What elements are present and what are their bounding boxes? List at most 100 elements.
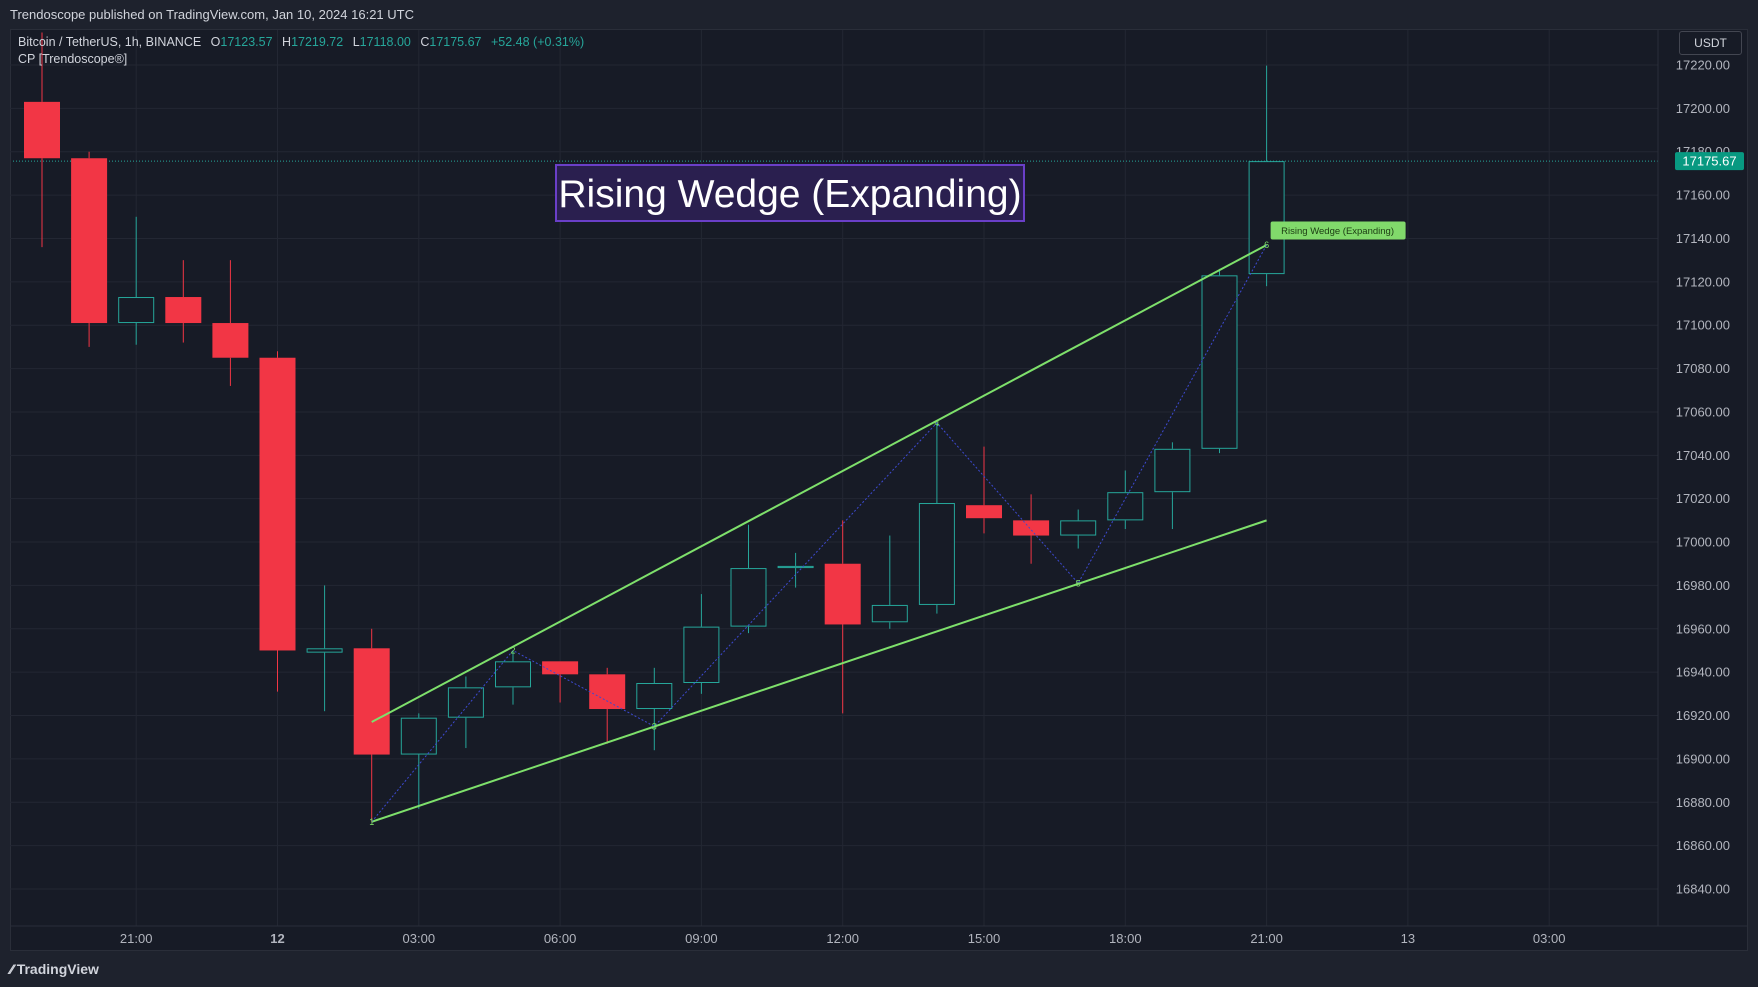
candle bbox=[871, 535, 908, 629]
y-tick-label: 17040.00 bbox=[1676, 448, 1730, 463]
pivot-label: 5 bbox=[1076, 578, 1081, 588]
candle-body bbox=[1107, 492, 1144, 521]
candle bbox=[730, 524, 767, 634]
close-label: C bbox=[420, 35, 430, 49]
y-tick-label: 16900.00 bbox=[1676, 751, 1730, 766]
y-tick-label: 16980.00 bbox=[1676, 578, 1730, 593]
wedge-upper-line bbox=[371, 244, 1268, 723]
candle bbox=[1107, 470, 1144, 530]
candle-body bbox=[71, 158, 108, 324]
candle bbox=[589, 667, 626, 744]
candle-body bbox=[918, 503, 955, 605]
candle-body bbox=[212, 323, 249, 358]
candle-body bbox=[589, 674, 626, 710]
y-tick-label: 16940.00 bbox=[1676, 665, 1730, 680]
y-tick-label: 16860.00 bbox=[1676, 838, 1730, 853]
plot-layer: 1 2 3 4 5 6 Rising Wedge (Expanding) bbox=[11, 32, 1658, 827]
ohlc-line: Bitcoin / TetherUS, 1h, BINANCE O17123.5… bbox=[18, 34, 584, 51]
candle-body bbox=[259, 357, 296, 651]
x-tick-label: 12:00 bbox=[826, 931, 859, 946]
wedge-lower-line bbox=[371, 519, 1267, 823]
y-tick-label: 17140.00 bbox=[1676, 231, 1730, 246]
candle bbox=[353, 628, 390, 822]
indicator-name[interactable]: CP [Trendoscope®] bbox=[18, 52, 128, 66]
candle-body bbox=[1013, 520, 1050, 536]
chart-legend: Bitcoin / TetherUS, 1h, BINANCE O17123.5… bbox=[18, 34, 584, 68]
current-price-label: 17175.67 bbox=[1682, 154, 1736, 169]
candle-body bbox=[353, 648, 390, 755]
pivot-label: 3 bbox=[652, 721, 657, 731]
tradingview-logo-icon: ⁄⁄ bbox=[10, 961, 14, 977]
candle bbox=[918, 422, 955, 614]
candle bbox=[400, 713, 437, 809]
change-value: +52.48 (+0.31%) bbox=[491, 35, 585, 49]
candle bbox=[824, 520, 861, 714]
candle-body bbox=[1201, 275, 1238, 449]
candle-body bbox=[542, 661, 579, 675]
y-tick-label: 17060.00 bbox=[1676, 404, 1730, 419]
candle-body bbox=[636, 683, 673, 710]
candle bbox=[165, 260, 202, 343]
pattern-label-text: Rising Wedge (Expanding) bbox=[1281, 226, 1394, 237]
candle-body bbox=[1154, 448, 1191, 493]
current-price-badge bbox=[1675, 152, 1744, 171]
brand[interactable]: ⁄⁄ TradingView bbox=[10, 961, 99, 977]
candle-body bbox=[495, 661, 531, 688]
high-value: 17219.72 bbox=[291, 35, 344, 49]
candle bbox=[24, 32, 60, 248]
candle bbox=[212, 260, 249, 386]
x-tick-label: 21:00 bbox=[1250, 931, 1283, 946]
candle-body bbox=[24, 101, 60, 159]
currency-button[interactable]: USDT bbox=[1679, 31, 1742, 55]
candle-body bbox=[118, 297, 155, 324]
candle bbox=[495, 650, 531, 705]
y-tick-label: 17020.00 bbox=[1676, 491, 1730, 506]
pattern-label-box bbox=[1270, 221, 1406, 240]
y-tick-label: 16840.00 bbox=[1676, 882, 1730, 897]
candle bbox=[1060, 509, 1097, 549]
x-tick-label: 21:00 bbox=[120, 931, 153, 946]
x-tick-label: 12 bbox=[270, 931, 284, 946]
candle bbox=[447, 676, 484, 749]
low-label: L bbox=[352, 35, 360, 49]
y-tick-label: 17160.00 bbox=[1676, 188, 1730, 203]
low-value: 17118.00 bbox=[359, 35, 411, 49]
candle-body bbox=[966, 505, 1002, 519]
x-tick-label: 03:00 bbox=[1533, 931, 1566, 946]
candle-body bbox=[871, 604, 908, 623]
x-tick-label: 03:00 bbox=[403, 931, 436, 946]
open-value: 17123.57 bbox=[220, 35, 273, 49]
candle bbox=[1013, 494, 1050, 564]
y-tick-label: 17220.00 bbox=[1676, 58, 1730, 73]
y-tick-label: 17100.00 bbox=[1676, 318, 1730, 333]
candle-body bbox=[683, 626, 720, 683]
publisher-header: Trendoscope published on TradingView.com… bbox=[0, 0, 1758, 29]
x-tick-label: 06:00 bbox=[544, 931, 577, 946]
candle-body bbox=[824, 563, 861, 625]
candle-body bbox=[447, 687, 484, 718]
candle-body bbox=[730, 568, 767, 627]
publisher-line: Trendoscope published on TradingView.com… bbox=[10, 7, 414, 22]
high-label: H bbox=[282, 35, 292, 49]
y-tick-label: 17200.00 bbox=[1676, 101, 1730, 116]
zigzag-line bbox=[371, 244, 1268, 823]
candle bbox=[636, 667, 673, 751]
candle-body bbox=[306, 648, 343, 653]
y-tick-label: 16880.00 bbox=[1676, 795, 1730, 810]
candle bbox=[683, 594, 720, 694]
candle bbox=[1248, 65, 1285, 287]
candle bbox=[118, 216, 155, 345]
x-tick-label: 15:00 bbox=[968, 931, 1001, 946]
candle-body bbox=[777, 565, 814, 569]
pivot-label: 2 bbox=[510, 645, 515, 655]
candle-body bbox=[400, 717, 437, 755]
x-tick-label: 09:00 bbox=[685, 931, 718, 946]
candle bbox=[259, 351, 296, 692]
x-tick-label: 18:00 bbox=[1109, 931, 1142, 946]
candle bbox=[542, 661, 579, 703]
symbol-name[interactable]: Bitcoin / TetherUS, 1h, BINANCE bbox=[18, 35, 202, 49]
candle bbox=[71, 151, 108, 347]
y-tick-label: 16920.00 bbox=[1676, 708, 1730, 723]
y-tick-label: 17080.00 bbox=[1676, 361, 1730, 376]
